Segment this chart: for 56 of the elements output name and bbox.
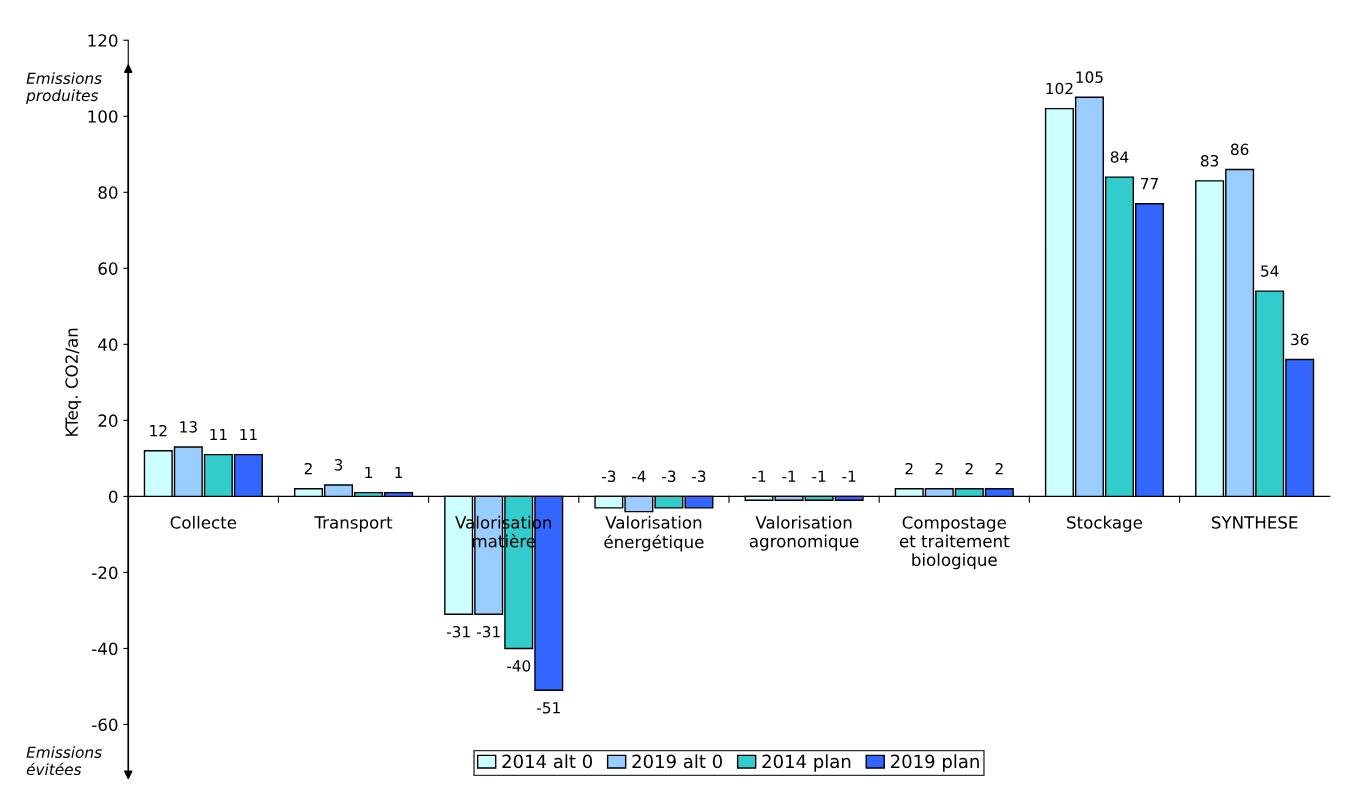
data-label: 86: [1230, 143, 1249, 156]
y-tick-label: 120: [88, 34, 118, 47]
data-label: -1: [752, 470, 766, 482]
x-tick-label: SYNTHESE: [1211, 516, 1298, 529]
x-tick-label: Stockage: [1067, 515, 1143, 532]
y-tick-label: -40: [92, 642, 118, 656]
data-label: 105: [1076, 71, 1103, 83]
data-label: 2: [905, 462, 913, 475]
y-tick-label: 80: [98, 186, 118, 199]
data-label: -3: [662, 470, 676, 483]
x-tick-label: Compostage et traitement biologique: [899, 516, 1010, 570]
data-label: 2: [304, 462, 312, 475]
legend-label: 2014 alt 0: [502, 754, 592, 769]
data-label: -1: [842, 470, 856, 482]
data-label: 102: [1046, 82, 1073, 95]
x-tick-label: Collecte: [170, 515, 237, 529]
y-tick-label: -60: [92, 718, 118, 732]
y-axis-title: KTeq. CO2/an: [65, 328, 82, 436]
data-label: 1: [365, 466, 372, 479]
data-label: 2: [935, 462, 943, 475]
y-tick-label: 60: [98, 262, 118, 275]
text: Emissions produites: [26, 72, 102, 105]
y-tick-label: -20: [92, 566, 118, 580]
data-label: -1: [782, 470, 796, 482]
x-tick-label: Valorisation agronomique: [749, 515, 859, 551]
data-label: -1: [812, 470, 826, 482]
x-tick-label: Transport: [314, 516, 393, 532]
data-label: -3: [692, 470, 706, 483]
data-label: -51: [537, 702, 560, 714]
legend-label: 2019 plan: [891, 754, 979, 772]
data-label: -40: [507, 660, 531, 672]
x-tick-label: Valorisation énergétique: [604, 515, 704, 552]
data-label: -31: [476, 625, 500, 638]
data-label: -4: [632, 470, 646, 482]
data-label: 84: [1110, 151, 1129, 163]
data-label: 3: [334, 459, 343, 471]
data-label: 2: [995, 462, 1003, 475]
data-label: 2: [965, 462, 973, 475]
data-label: 11: [240, 428, 257, 441]
data-label: 12: [150, 424, 167, 437]
y-tick-label: 40: [98, 338, 118, 351]
legend-label: 2014 plan: [762, 754, 851, 772]
data-label: 83: [1200, 154, 1219, 167]
data-label: 11: [210, 428, 227, 441]
data-label: 77: [1141, 177, 1158, 190]
data-label: -31: [446, 625, 470, 638]
legend-label: 2019 alt 0: [632, 754, 722, 769]
data-label: 13: [180, 421, 197, 433]
y-tick-label: 0: [109, 490, 118, 503]
data-label: 1: [395, 466, 403, 479]
data-label: 54: [1261, 265, 1279, 277]
data-label: 36: [1291, 333, 1309, 346]
y-tick-label: 100: [88, 110, 118, 123]
text: Emissions évitées: [26, 746, 102, 776]
data-label: -3: [601, 470, 616, 483]
y-tick-label: 20: [98, 414, 118, 427]
